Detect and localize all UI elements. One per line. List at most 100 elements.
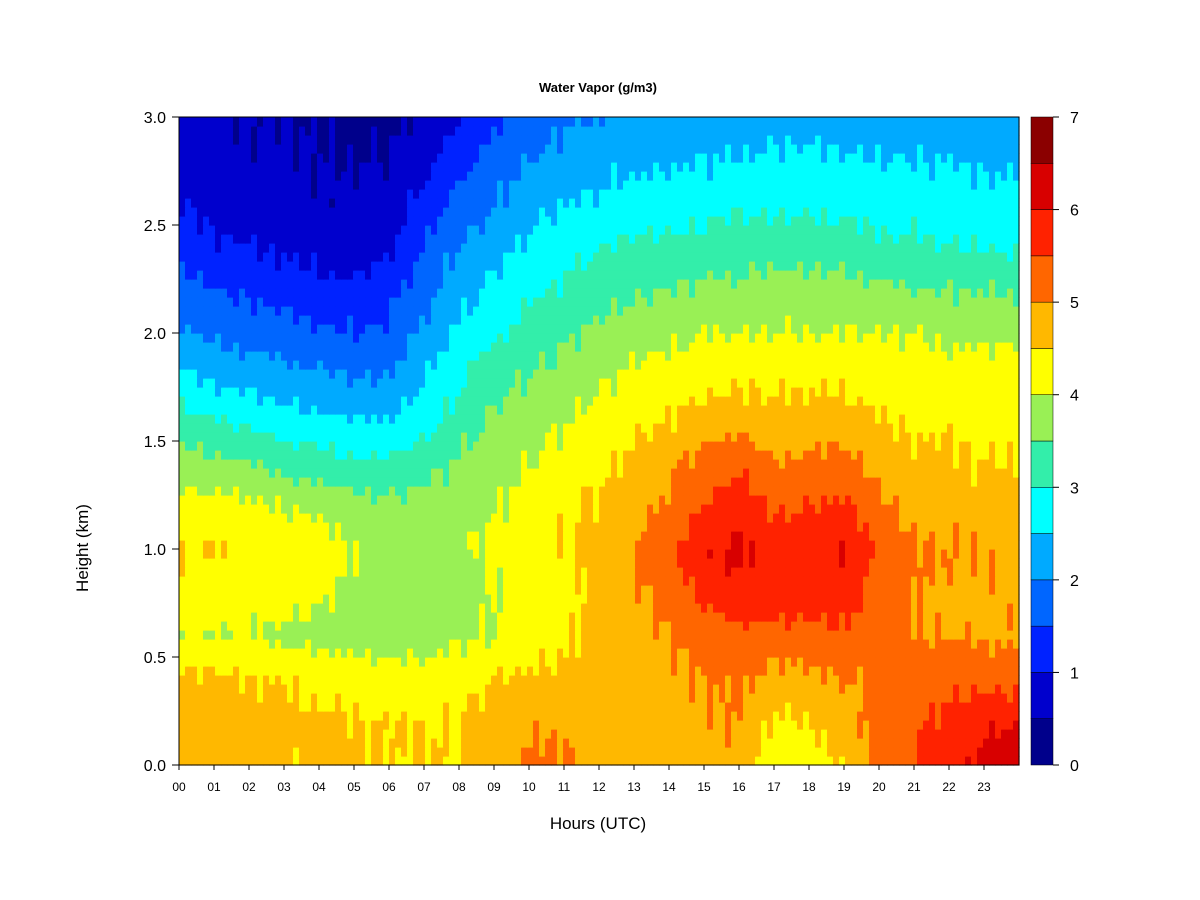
heatmap-cell	[971, 558, 978, 568]
heatmap-cell	[215, 576, 222, 586]
heatmap-cell	[371, 495, 378, 505]
heatmap-cell	[275, 747, 282, 757]
heatmap-cell	[743, 693, 750, 703]
heatmap-cell	[197, 756, 204, 766]
heatmap-cell	[701, 747, 708, 757]
heatmap-cell	[695, 711, 702, 721]
heatmap-cell	[305, 540, 312, 550]
heatmap-cell	[269, 477, 276, 487]
heatmap-cell	[509, 459, 516, 469]
heatmap-cell	[917, 540, 924, 550]
heatmap-cell	[713, 630, 720, 640]
heatmap-cell	[881, 594, 888, 604]
heatmap-cell	[869, 486, 876, 496]
heatmap-cell	[599, 468, 606, 478]
heatmap-cell	[179, 702, 186, 712]
heatmap-cell	[833, 477, 840, 487]
heatmap-cell	[677, 756, 684, 766]
heatmap-cell	[1001, 513, 1008, 523]
heatmap-cell	[239, 684, 246, 694]
heatmap-cell	[827, 531, 834, 541]
heatmap-cell	[389, 756, 396, 766]
heatmap-cell	[617, 540, 624, 550]
heatmap-cell	[995, 747, 1002, 757]
heatmap-cell	[635, 621, 642, 631]
heatmap-cell	[263, 513, 270, 523]
heatmap-cell	[497, 468, 504, 478]
heatmap-cell	[377, 630, 384, 640]
heatmap-cell	[635, 747, 642, 757]
heatmap-cell	[299, 729, 306, 739]
heatmap-cell	[203, 693, 210, 703]
heatmap-cell	[323, 549, 330, 559]
heatmap-cell	[629, 558, 636, 568]
heatmap-cell	[959, 459, 966, 469]
heatmap-cell	[803, 639, 810, 649]
heatmap-cell	[203, 522, 210, 532]
heatmap-cell	[455, 459, 462, 469]
heatmap-cell	[821, 513, 828, 523]
heatmap-cell	[389, 504, 396, 514]
heatmap-cell	[407, 756, 414, 766]
heatmap-cell	[983, 729, 990, 739]
heatmap-cell	[647, 441, 654, 451]
heatmap-cell	[581, 612, 588, 622]
heatmap-cell	[263, 648, 270, 658]
heatmap-cell	[653, 666, 660, 676]
heatmap-cell	[785, 675, 792, 685]
heatmap-cell	[185, 657, 192, 667]
heatmap-cell	[521, 738, 528, 748]
heatmap-cell	[959, 756, 966, 766]
heatmap-cell	[311, 540, 318, 550]
heatmap-cell	[545, 666, 552, 676]
heatmap-cell	[251, 540, 258, 550]
heatmap-cell	[371, 549, 378, 559]
heatmap-cell	[827, 594, 834, 604]
heatmap-cell	[233, 549, 240, 559]
heatmap-cell	[593, 477, 600, 487]
heatmap-cell	[431, 603, 438, 613]
heatmap-cell	[1013, 666, 1020, 676]
heatmap-cell	[575, 693, 582, 703]
heatmap-cell	[959, 513, 966, 523]
heatmap-cell	[599, 720, 606, 730]
heatmap-cell	[293, 594, 300, 604]
heatmap-cell	[581, 720, 588, 730]
heatmap-cell	[965, 738, 972, 748]
heatmap-cell	[317, 603, 324, 613]
heatmap-cell	[209, 495, 216, 505]
heatmap-cell	[263, 558, 270, 568]
heatmap-cell	[233, 477, 240, 487]
heatmap-cell	[521, 495, 528, 505]
heatmap-cell	[281, 504, 288, 514]
heatmap-cell	[347, 558, 354, 568]
heatmap-cell	[359, 495, 366, 505]
heatmap-cell	[215, 756, 222, 766]
heatmap-cell	[539, 702, 546, 712]
heatmap-cell	[317, 657, 324, 667]
heatmap-cell	[179, 630, 186, 640]
heatmap-cell	[305, 621, 312, 631]
heatmap-cell	[491, 693, 498, 703]
heatmap-cell	[743, 513, 750, 523]
heatmap-cell	[509, 756, 516, 766]
heatmap-cell	[659, 585, 666, 595]
heatmap-cell	[701, 468, 708, 478]
heatmap-cell	[887, 504, 894, 514]
heatmap-cell	[329, 468, 336, 478]
heatmap-cell	[731, 603, 738, 613]
heatmap-cell	[377, 603, 384, 613]
heatmap-cell	[461, 477, 468, 487]
heatmap-cell	[413, 486, 420, 496]
heatmap-cell	[203, 702, 210, 712]
heatmap-cell	[815, 531, 822, 541]
heatmap-cell	[323, 675, 330, 685]
heatmap-cell	[239, 648, 246, 658]
heatmap-cell	[401, 612, 408, 622]
heatmap-cell	[851, 639, 858, 649]
heatmap-cell	[257, 540, 264, 550]
heatmap-cell	[581, 441, 588, 451]
heatmap-cell	[353, 468, 360, 478]
heatmap-cell	[485, 684, 492, 694]
heatmap-cell	[323, 693, 330, 703]
